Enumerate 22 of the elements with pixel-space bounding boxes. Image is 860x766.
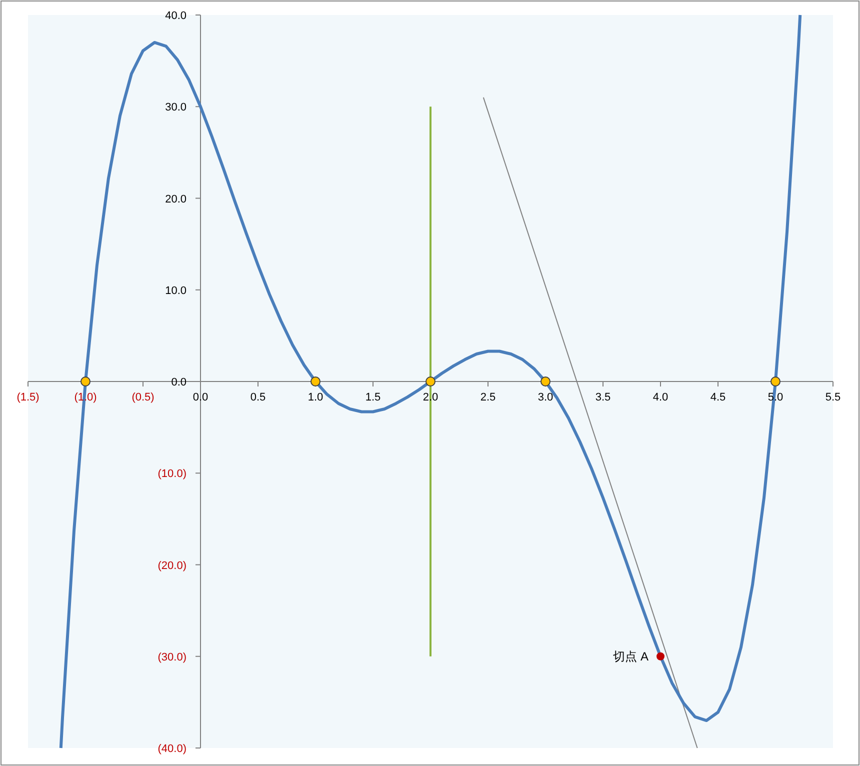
y-tick-label: 30.0 — [165, 102, 186, 114]
x-tick-label: 5.5 — [825, 392, 841, 404]
x-tick-label: 4.5 — [710, 392, 726, 404]
y-tick-label: 10.0 — [165, 284, 186, 297]
y-tick-label: 0.0 — [171, 376, 186, 388]
y-tick-label: 40.0 — [165, 10, 186, 22]
x-tick-label: 0.5 — [250, 392, 266, 404]
x-tick-label: 1.5 — [365, 392, 381, 404]
x-tick-label: 3.0 — [538, 392, 554, 404]
annotation: 切点 A — [613, 649, 648, 664]
x-tick-label: (1.5) — [16, 392, 40, 404]
x-tick-label: (0.5) — [132, 392, 154, 404]
x-tick-label: 0.0 — [192, 392, 208, 404]
x-tick-label: 1.0 — [308, 392, 324, 404]
x-tick-label: 2.5 — [480, 392, 496, 404]
y-tick-label: 20.0 — [165, 193, 186, 206]
y-tick-label: (20.0) — [158, 560, 186, 572]
x-tick-label: 3.5 — [595, 392, 611, 404]
y-tick-label: (10.0) — [158, 468, 186, 480]
y-tick-label: (40.0) — [158, 743, 186, 755]
y-tick-label: (30.0) — [158, 651, 186, 664]
x-tick-label: 4.0 — [652, 392, 668, 404]
